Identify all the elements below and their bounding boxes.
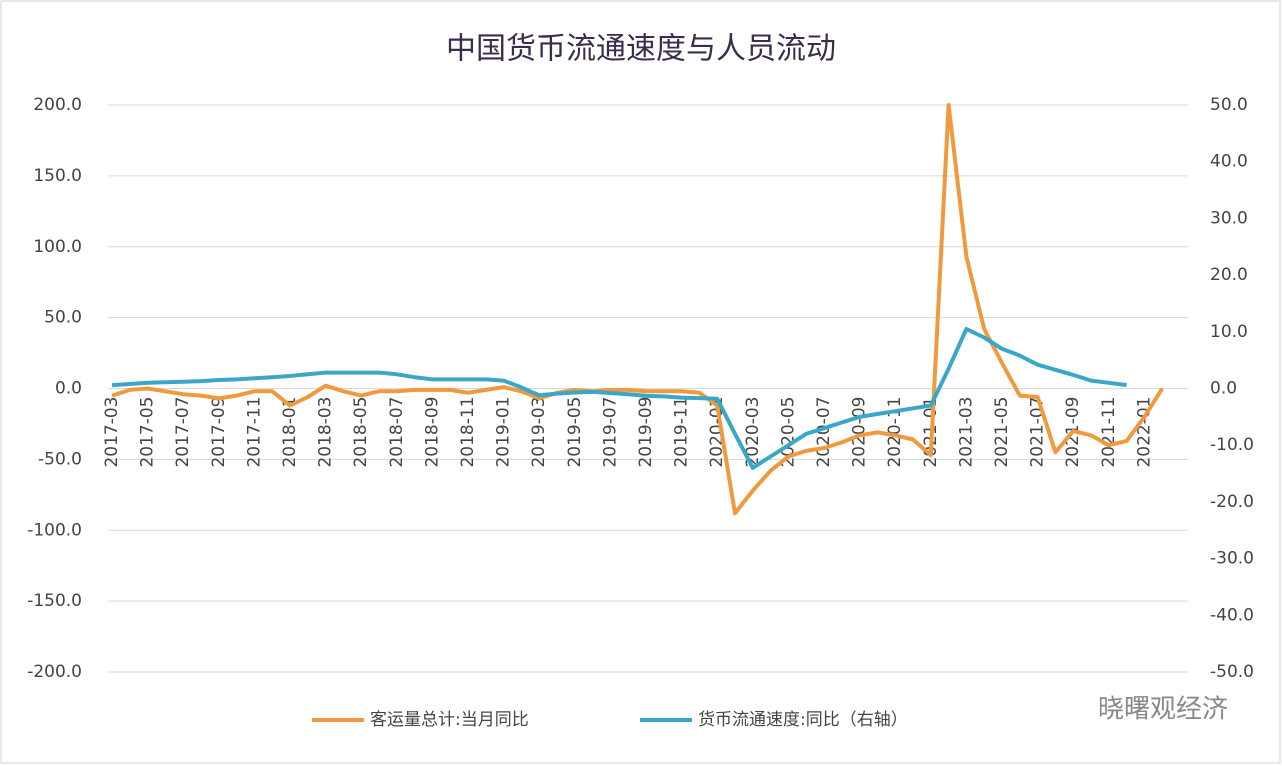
y-tick-label: -100.0 <box>27 520 82 540</box>
y2-tick-label: -40.0 <box>1210 605 1254 625</box>
legend-label: 客运量总计:当月同比 <box>370 710 529 730</box>
x-tick-label: 2017-11 <box>244 397 264 468</box>
x-tick-label: 2021-11 <box>1099 397 1119 468</box>
y2-tick-label: -10.0 <box>1210 435 1254 455</box>
x-tick-label: 2021-05 <box>992 397 1012 468</box>
series-line <box>111 327 1127 470</box>
x-tick-label: 2019-09 <box>636 397 656 468</box>
y-tick-label: 200.0 <box>33 95 82 115</box>
x-tick-label: 2020-09 <box>850 397 870 468</box>
y-tick-label: -150.0 <box>27 591 82 611</box>
x-tick-label: 2022-01 <box>1134 397 1154 468</box>
x-tick-label: 2017-03 <box>102 397 122 468</box>
x-tick-label: 2018-05 <box>351 397 371 468</box>
x-tick-label: 2017-09 <box>209 397 229 468</box>
y-tick-label: 50.0 <box>44 308 82 328</box>
y2-tick-label: 30.0 <box>1210 208 1248 228</box>
x-tick-label: 2019-07 <box>600 397 620 468</box>
y-tick-label: -200.0 <box>27 662 82 682</box>
y2-tick-label: 10.0 <box>1210 322 1248 342</box>
x-tick-label: 2019-05 <box>565 397 585 468</box>
y2-tick-label: 50.0 <box>1210 95 1248 115</box>
x-tick-label: 2017-07 <box>173 397 193 468</box>
y2-tick-label: 0.0 <box>1210 379 1237 399</box>
y-tick-label: 100.0 <box>33 237 82 257</box>
watermark: 晓曙观经济 <box>1098 695 1228 725</box>
y2-tick-label: -20.0 <box>1210 492 1254 512</box>
y-tick-label: 150.0 <box>33 166 82 186</box>
y2-tick-label: -50.0 <box>1210 662 1254 682</box>
x-tick-label: 2019-11 <box>672 397 692 468</box>
y2-tick-label: 40.0 <box>1210 152 1248 172</box>
x-tick-label: 2018-01 <box>280 397 300 468</box>
y-tick-label: 0.0 <box>55 379 82 399</box>
x-tick-label: 2020-03 <box>743 397 763 468</box>
x-tick-label: 2018-09 <box>422 397 442 468</box>
x-tick-label: 2021-03 <box>956 397 976 468</box>
chart-title: 中国货币流通速度与人员流动 <box>446 32 836 67</box>
x-tick-label: 2017-05 <box>138 397 158 468</box>
x-tick-label: 2020-01 <box>707 397 727 468</box>
x-tick-label: 2019-03 <box>529 397 549 468</box>
series-line <box>111 103 1164 516</box>
y2-tick-label: 20.0 <box>1210 265 1248 285</box>
legend-label: 货币流通速度:同比（右轴） <box>698 710 908 730</box>
y-tick-label: -50.0 <box>38 449 82 469</box>
x-tick-label: 2018-03 <box>316 397 336 468</box>
x-tick-label: 2019-01 <box>494 396 514 467</box>
y2-tick-label: -30.0 <box>1210 549 1254 569</box>
x-tick-label: 2021-07 <box>1028 397 1048 468</box>
x-tick-label: 2018-11 <box>458 397 478 468</box>
x-tick-label: 2020-11 <box>885 397 905 468</box>
x-tick-label: 2018-07 <box>387 397 407 468</box>
